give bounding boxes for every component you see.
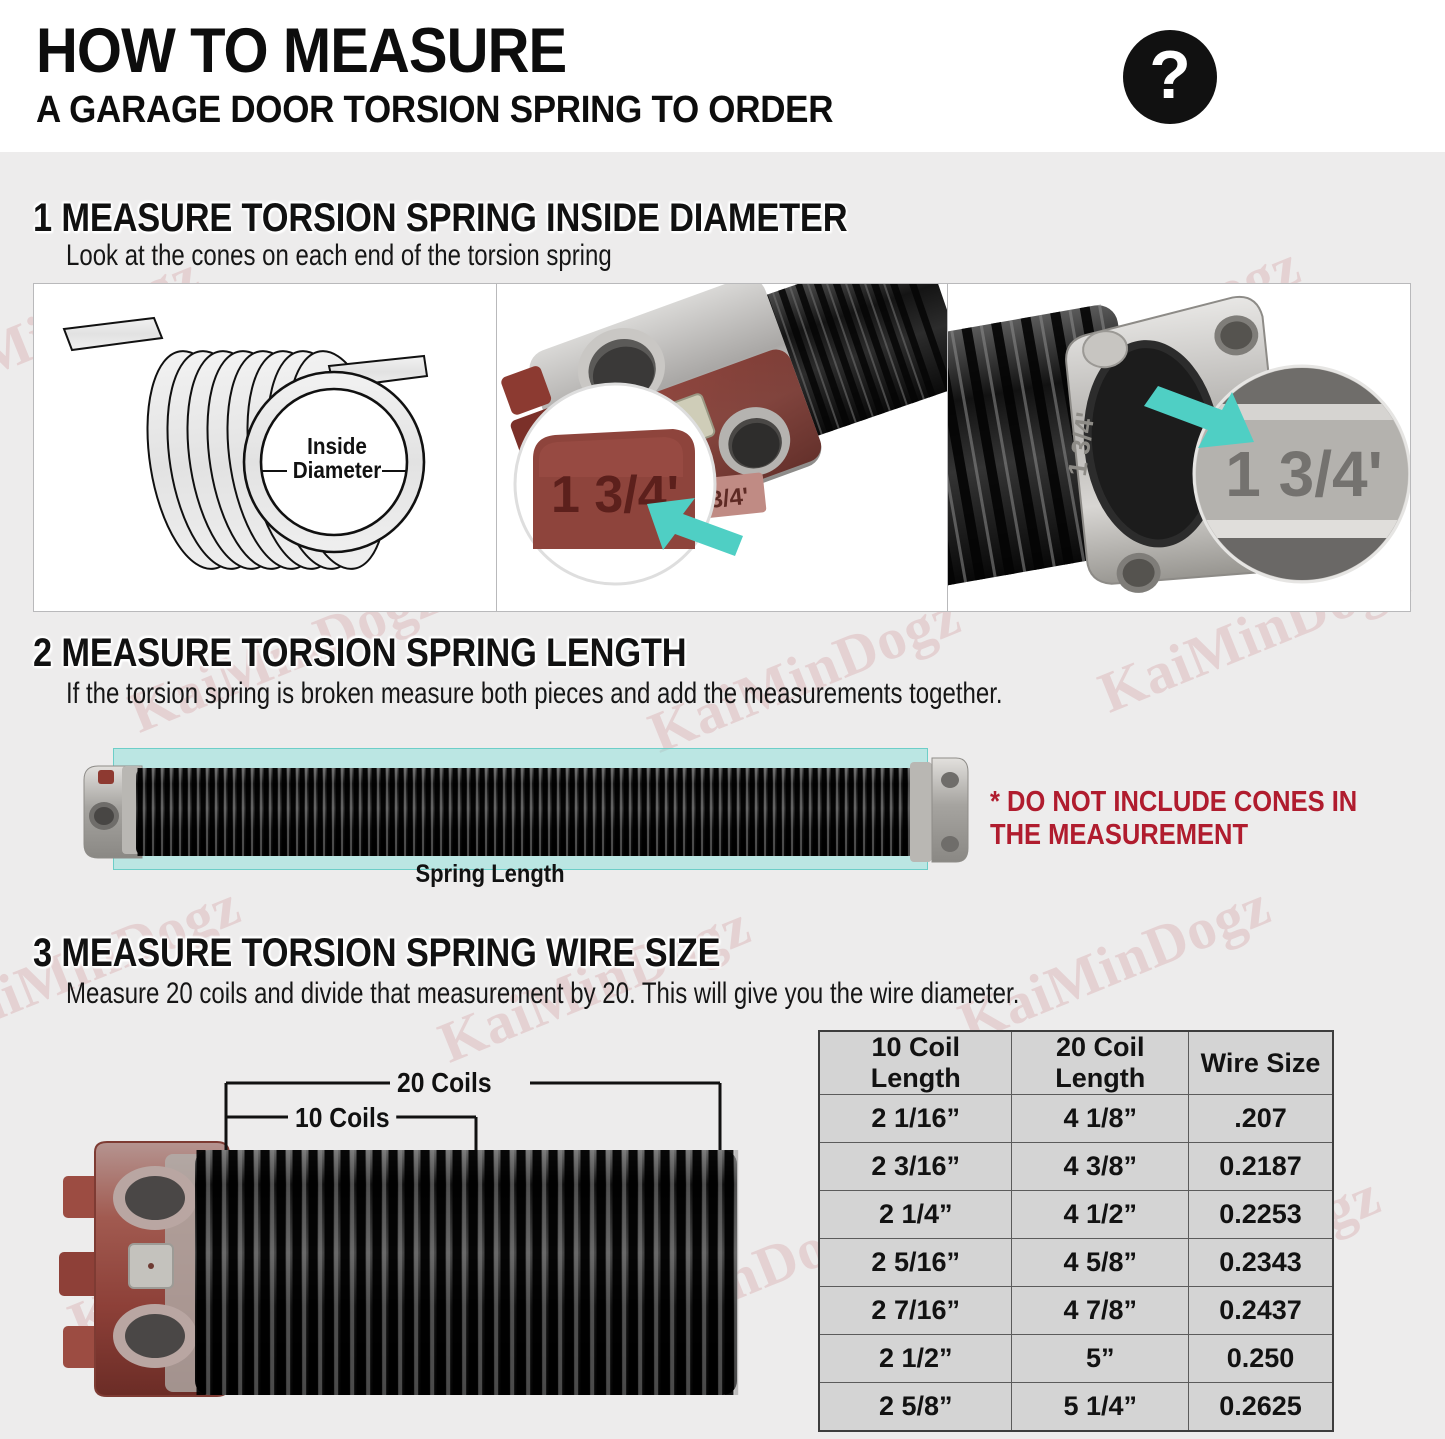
column-header-10-coil: 10 Coil Length — [818, 1030, 1013, 1095]
table-row: 2 1/2” 5” 0.250 — [818, 1334, 1334, 1383]
cell-10-coil: 2 1/4” — [818, 1190, 1013, 1239]
step-1-panel-group: Inside Diameter — [33, 283, 1411, 612]
galvanized-cone-photo: 1 3/4' 1 3/4' — [948, 284, 1410, 611]
spring-coil-diagram-panel: Inside Diameter — [34, 284, 497, 611]
inside-diameter-label-line1: Inside — [307, 433, 367, 459]
table-header-row: 10 Coil Length 20 Coil Length Wire Size — [818, 1030, 1334, 1095]
table-row: 2 5/16” 4 5/8” 0.2343 — [818, 1238, 1334, 1287]
wire-size-table: 10 Coil Length 20 Coil Length Wire Size … — [818, 1030, 1334, 1432]
bracket-label-20-coils: 20 Coils — [390, 1067, 499, 1099]
column-header-20-coil: 20 Coil Length — [1011, 1030, 1190, 1095]
question-mark-glyph: ? — [1149, 37, 1191, 113]
cell-20-coil: 4 5/8” — [1011, 1238, 1190, 1287]
red-cone-photo-panel: 1 3/4' 1 3/4' — [497, 284, 948, 611]
cell-wire-size: .207 — [1188, 1094, 1334, 1143]
inside-diameter-label: Inside Diameter — [288, 434, 387, 482]
coil-bracket-group: 20 Coils 10 Coils — [60, 1055, 780, 1175]
cell-20-coil: 4 1/8” — [1011, 1094, 1190, 1143]
cell-wire-size: 0.2253 — [1188, 1190, 1334, 1239]
page-header: HOW TO MEASURE A GARAGE DOOR TORSION SPR… — [0, 0, 1445, 152]
cell-10-coil: 2 7/16” — [818, 1286, 1013, 1335]
spring-coil-diagram — [62, 316, 429, 570]
question-mark-icon: ? — [1123, 30, 1217, 124]
page-subtitle: A GARAGE DOOR TORSION SPRING TO ORDER — [36, 89, 834, 131]
cell-wire-size: 0.2187 — [1188, 1142, 1334, 1191]
right-cone — [910, 757, 969, 863]
table-row: 2 7/16” 4 7/8” 0.2437 — [818, 1286, 1334, 1335]
cell-20-coil: 5” — [1011, 1334, 1190, 1383]
torsion-spring-photo — [83, 757, 969, 863]
spring-length-label: Spring Length — [415, 860, 565, 888]
cell-20-coil: 4 1/2” — [1011, 1190, 1190, 1239]
step-1-heading: 1 MEASURE TORSION SPRING INSIDE DIAMETER — [33, 196, 848, 240]
step-1-subheading: Look at the cones on each end of the tor… — [66, 239, 612, 272]
galvanized-cone-photo-panel: 1 3/4' 1 3/4' — [948, 284, 1410, 611]
bracket-label-10-coils: 10 Coils — [288, 1102, 397, 1134]
column-header-wire-size: Wire Size — [1188, 1030, 1334, 1095]
coil-brackets — [224, 1081, 722, 1150]
page-title: HOW TO MEASURE — [36, 16, 567, 86]
step-2-heading: 2 MEASURE TORSION SPRING LENGTH — [33, 631, 687, 675]
left-cone — [83, 765, 143, 859]
watermark-text: KaiMinDogz — [949, 871, 1280, 1056]
cell-wire-size: 0.250 — [1188, 1334, 1334, 1383]
table-row: 2 3/16” 4 3/8” 0.2187 — [818, 1142, 1334, 1191]
red-cone-photo: 1 3/4' 1 3/4' — [497, 284, 947, 611]
wire-size-spring-photo — [59, 1141, 739, 1397]
cell-wire-size: 0.2437 — [1188, 1286, 1334, 1335]
warning-line-1: * DO NOT INCLUDE CONES IN — [990, 786, 1358, 818]
table-row: 2 5/8” 5 1/4” 0.2625 — [818, 1382, 1334, 1432]
inside-diameter-label-line2: Diameter — [292, 457, 382, 483]
table-row: 2 1/16” 4 1/8” .207 — [818, 1094, 1334, 1143]
step-3-heading: 3 MEASURE TORSION SPRING WIRE SIZE — [33, 931, 721, 975]
cell-10-coil: 2 5/16” — [818, 1238, 1013, 1287]
cell-wire-size: 0.2625 — [1188, 1382, 1334, 1432]
warning-line-2: THE MEASUREMENT — [990, 819, 1249, 851]
step-2-subheading: If the torsion spring is broken measure … — [66, 677, 1003, 710]
magnified-flange-stamp-text: 1 3/4' — [1225, 438, 1383, 510]
cell-10-coil: 2 3/16” — [818, 1142, 1013, 1191]
cell-10-coil: 2 1/16” — [818, 1094, 1013, 1143]
cell-10-coil: 2 5/8” — [818, 1382, 1013, 1432]
do-not-include-cones-warning: * DO NOT INCLUDE CONES IN THE MEASUREMEN… — [990, 786, 1357, 852]
step-3-subheading: Measure 20 coils and divide that measure… — [66, 977, 1020, 1010]
cell-20-coil: 4 7/8” — [1011, 1286, 1190, 1335]
cell-wire-size: 0.2343 — [1188, 1238, 1334, 1287]
cell-20-coil: 5 1/4” — [1011, 1382, 1190, 1432]
cell-20-coil: 4 3/8” — [1011, 1142, 1190, 1191]
table-row: 2 1/4” 4 1/2” 0.2253 — [818, 1190, 1334, 1239]
table-body: 2 1/16” 4 1/8” .207 2 3/16” 4 3/8” 0.218… — [818, 1094, 1334, 1432]
spring-length-illustration — [78, 740, 978, 880]
cell-10-coil: 2 1/2” — [818, 1334, 1013, 1383]
